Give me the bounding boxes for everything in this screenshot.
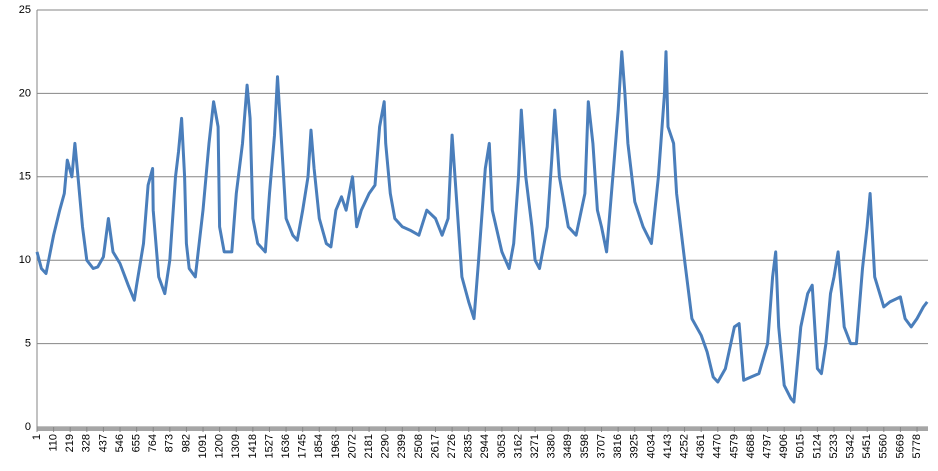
x-tick-label: 1309 [230, 434, 242, 458]
x-tick-label: 5233 [828, 434, 840, 458]
x-tick-label: 2290 [380, 434, 392, 458]
x-tick-label: 437 [97, 434, 109, 452]
x-tick-label: 873 [164, 434, 176, 452]
x-tick-label: 3925 [629, 434, 641, 458]
x-tick-label: 4143 [662, 434, 674, 458]
x-tick-label: 3380 [546, 434, 558, 458]
x-tick-label: 1200 [214, 434, 226, 458]
x-tick-label: 5124 [811, 434, 823, 458]
x-tick-label: 3707 [595, 434, 607, 458]
x-tick-label: 2726 [446, 434, 458, 458]
x-tick-label: 982 [180, 434, 192, 452]
x-tick-label: 4252 [678, 434, 690, 458]
x-tick-label: 764 [147, 434, 159, 452]
x-tick-label: 4470 [712, 434, 724, 458]
x-tick-label: 3598 [579, 434, 591, 458]
x-tick-label: 546 [114, 434, 126, 452]
x-tick-label: 3489 [562, 434, 574, 458]
x-tick-label: 2835 [463, 434, 475, 458]
x-tick-label: 4579 [728, 434, 740, 458]
x-tick-label: 3053 [496, 434, 508, 458]
x-tick-label: 4797 [761, 434, 773, 458]
x-tick-label: 5778 [911, 434, 923, 458]
data-line [35, 50, 929, 404]
x-tick-label: 1854 [313, 434, 325, 458]
x-tick-label: 1963 [330, 434, 342, 458]
x-tick-label: 4688 [745, 434, 757, 458]
x-tick-label: 110 [48, 434, 60, 452]
y-tick-label: 0 [25, 421, 31, 433]
x-tick-label: 5015 [795, 434, 807, 458]
x-tick-label: 2399 [396, 434, 408, 458]
x-tick-label: 1091 [197, 434, 209, 458]
x-tick-label: 2944 [479, 434, 491, 458]
x-tick-label: 328 [81, 434, 93, 452]
x-tick-label: 5560 [878, 434, 890, 458]
x-tick-label: 3162 [512, 434, 524, 458]
y-tick-label: 5 [25, 338, 31, 350]
x-tick-label: 4906 [778, 434, 790, 458]
x-tick-label: 1 [31, 434, 43, 440]
x-tick-label: 219 [64, 434, 76, 452]
x-tick-label: 4361 [695, 434, 707, 458]
x-tick-label: 3271 [529, 434, 541, 458]
x-tick-label: 2072 [346, 434, 358, 458]
x-tick-label: 1527 [263, 434, 275, 458]
x-tick-label: 1745 [297, 434, 309, 458]
x-tick-label: 655 [131, 434, 143, 452]
x-tick-label: 2181 [363, 434, 375, 458]
x-tick-label: 4034 [645, 434, 657, 458]
x-tick-label: 3816 [612, 434, 624, 458]
x-tick-label: 2617 [429, 434, 441, 458]
x-tick-label: 1418 [247, 434, 259, 458]
x-axis [37, 427, 928, 431]
x-tick-label: 1636 [280, 434, 292, 458]
y-tick-label: 10 [19, 254, 31, 266]
x-tick-label: 5669 [894, 434, 906, 458]
y-tick-label: 15 [19, 171, 31, 183]
x-tick-label: 5342 [845, 434, 857, 458]
x-tick-label: 2508 [413, 434, 425, 458]
y-tick-label: 20 [19, 87, 31, 99]
x-tick-label: 5451 [861, 434, 873, 458]
y-tick-label: 25 [19, 4, 31, 16]
